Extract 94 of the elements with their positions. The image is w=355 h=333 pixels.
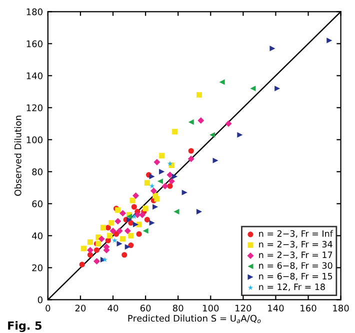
x-tick-label: 60	[140, 304, 151, 312]
x-tick-label: 100	[203, 304, 219, 312]
x-axis-title: Predicted Dilution S = U$_{a}$A/Q$_{o}$	[128, 314, 261, 324]
x-tick-label: 40	[108, 304, 118, 312]
point	[154, 158, 160, 166]
point	[122, 252, 128, 258]
legend-label: n = 6−8, Fr = 15	[259, 272, 332, 280]
point	[188, 119, 194, 125]
y-tick-label: 140	[26, 72, 42, 80]
point	[132, 214, 137, 219]
y-tick-label: 20	[32, 264, 42, 272]
point	[94, 247, 100, 253]
point	[120, 210, 126, 217]
point	[172, 174, 178, 180]
point	[225, 120, 232, 127]
x-tick-label: 140	[268, 304, 284, 312]
point	[270, 46, 276, 52]
x-tick-label: 20	[75, 304, 86, 312]
point	[212, 158, 218, 164]
point	[128, 242, 134, 248]
x-tick-label: 0	[46, 304, 50, 312]
point	[139, 212, 146, 218]
point	[250, 86, 256, 92]
legend-label: n = 12, Fr = 18	[259, 284, 325, 292]
point	[188, 156, 194, 162]
point	[87, 252, 94, 258]
point	[149, 174, 155, 180]
point	[188, 148, 194, 154]
point	[157, 178, 163, 184]
point	[116, 228, 123, 234]
point	[80, 246, 86, 252]
point	[159, 152, 165, 158]
point	[142, 228, 148, 234]
legend-label: n = 2−3, Fr = Inf	[259, 230, 334, 238]
y-tick-label: 0	[38, 296, 42, 304]
point	[150, 188, 157, 194]
point	[136, 222, 142, 228]
point	[128, 232, 134, 238]
point	[130, 198, 136, 204]
point	[108, 220, 114, 226]
point	[274, 86, 280, 92]
point	[162, 182, 168, 190]
y-tick-label: 160	[26, 40, 42, 48]
legend-label: n = 6−8, Fr = 30	[259, 262, 332, 270]
point	[116, 240, 122, 246]
x-tick-label: 160	[300, 304, 316, 312]
x-tick-label: 80	[172, 304, 184, 312]
point	[79, 262, 85, 268]
point	[182, 190, 188, 196]
point	[144, 180, 150, 186]
point	[98, 236, 105, 242]
point	[112, 238, 118, 243]
y-axis-title: Observed Dilution	[14, 116, 22, 196]
point	[196, 92, 202, 98]
y-tick-label: 100	[26, 136, 42, 144]
point	[152, 204, 158, 210]
point	[326, 38, 332, 44]
point	[237, 132, 243, 138]
point	[166, 172, 174, 178]
point	[114, 218, 122, 225]
point	[168, 178, 175, 185]
x-tick-label: 120	[236, 304, 252, 312]
point	[149, 183, 155, 188]
point	[106, 232, 113, 238]
y-tick-label: 120	[26, 104, 42, 112]
point	[132, 192, 140, 199]
y-tick-label: 40	[32, 232, 42, 240]
point	[198, 117, 204, 124]
point	[126, 216, 132, 222]
point	[120, 236, 126, 242]
legend-label: n = 2−3, Fr = 34	[259, 240, 332, 248]
point	[133, 222, 139, 228]
point	[142, 206, 148, 212]
point	[110, 228, 116, 234]
point	[196, 208, 202, 214]
caption: Fig. 5	[8, 321, 42, 332]
point	[87, 239, 94, 245]
point	[144, 216, 150, 222]
point	[154, 196, 160, 202]
point	[100, 224, 106, 230]
point	[86, 246, 94, 254]
point	[209, 132, 216, 138]
x-tick-label: 180	[333, 304, 349, 312]
y-tick-label: 60	[32, 200, 42, 208]
point	[124, 228, 131, 234]
point	[131, 204, 137, 210]
point	[219, 79, 225, 85]
point	[93, 258, 100, 265]
point	[159, 168, 165, 174]
legend-label: n = 2−3, Fr = 17	[259, 252, 332, 260]
point	[172, 128, 178, 134]
y-tick-label: 80	[32, 168, 42, 176]
y-tick-label: 180	[26, 8, 42, 16]
point	[136, 231, 142, 237]
